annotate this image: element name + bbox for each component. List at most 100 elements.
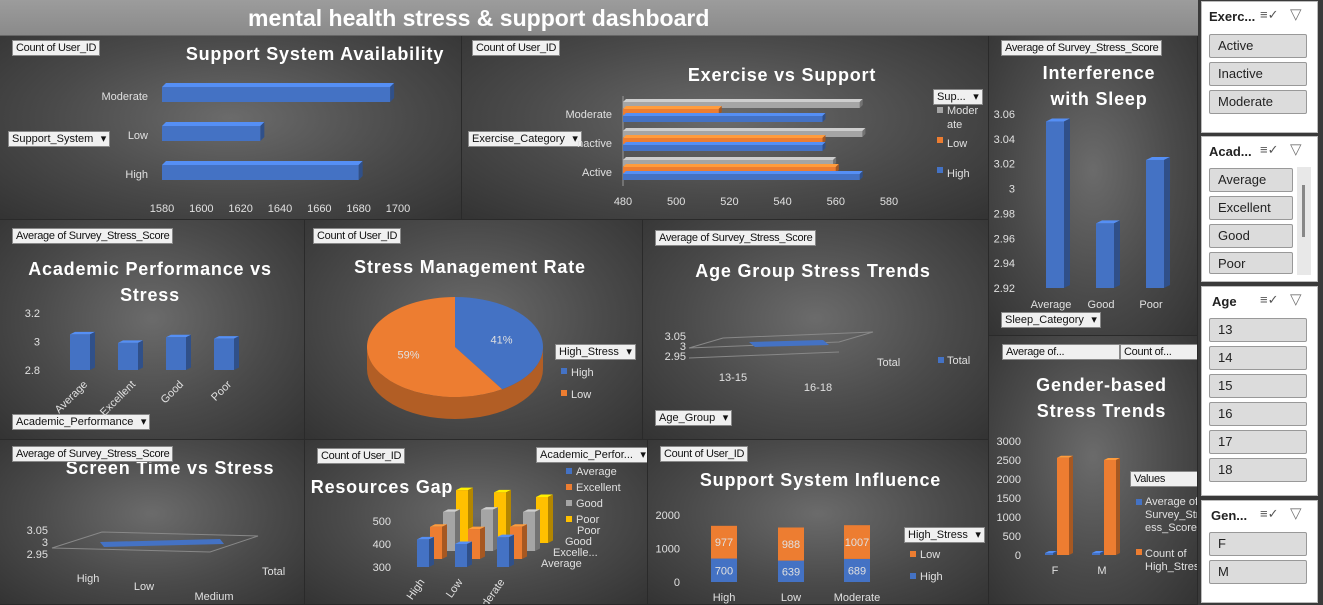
slicer-item[interactable]: Active xyxy=(1209,34,1307,58)
slicer-item[interactable]: 18 xyxy=(1209,458,1307,482)
clear-filter-icon[interactable]: ▽ xyxy=(1290,291,1302,308)
bar xyxy=(70,334,90,370)
bar xyxy=(1046,121,1064,288)
y-tick-label: 2500 xyxy=(997,455,1021,467)
data-label: 689 xyxy=(848,565,866,577)
bar-top xyxy=(162,122,265,126)
depth-axis-label: Good xyxy=(565,536,592,548)
y-tick-label: 2.92 xyxy=(994,283,1015,295)
bar-top xyxy=(623,171,863,174)
bar xyxy=(1096,223,1114,288)
field-tag[interactable]: Average of Survey_Stress_Score xyxy=(12,228,174,244)
bar-low xyxy=(844,525,870,559)
x-tick-label: 1680 xyxy=(346,203,370,215)
slicer-item[interactable]: Poor xyxy=(1209,252,1293,274)
multi-select-icon[interactable]: ≡✓ xyxy=(1260,506,1279,521)
slicer-item[interactable]: Good xyxy=(1209,224,1293,248)
slicer-item[interactable]: 16 xyxy=(1209,402,1307,426)
category-label: 16-18 xyxy=(804,382,832,394)
category-label: Low xyxy=(128,130,148,142)
panel-age-trends: Average of Survey_Stress_Score Age Group… xyxy=(643,220,989,440)
filter-dropdown[interactable]: Exercise_Category xyxy=(468,131,582,147)
field-tag[interactable]: Average of Survey_Stress_Score xyxy=(655,230,817,246)
bar-side xyxy=(822,113,826,122)
filter-dropdown[interactable]: Support_System xyxy=(8,131,111,147)
bar-side xyxy=(833,157,837,166)
y-tick-label: 2.8 xyxy=(25,365,40,377)
multi-select-icon[interactable]: ≡✓ xyxy=(1260,292,1279,307)
data-label: 639 xyxy=(782,566,800,578)
category-label: High xyxy=(77,573,100,585)
slicer-academic: Acad... ≡✓ ▽ Average Excellent Good Poor xyxy=(1201,136,1318,282)
slicer-item[interactable]: Average xyxy=(1209,168,1293,192)
legend-filter-dropdown[interactable]: High_Stress xyxy=(555,344,636,360)
field-tag[interactable]: Count of User_ID xyxy=(12,40,101,56)
bar-top xyxy=(523,509,540,512)
field-tag[interactable]: Count of User_ID xyxy=(660,446,749,462)
chart-title: Screen Time vs Stress xyxy=(65,458,275,478)
filter-dropdown[interactable]: Age_Group xyxy=(655,410,733,426)
legend-filter-dropdown[interactable]: Academic_Perfor... xyxy=(536,447,647,463)
bar-top xyxy=(214,336,239,339)
support-influence-chart: 2000 1000 0 700 977 High 639 988 Low 689 1007 Moder… xyxy=(656,510,943,604)
filter-dropdown[interactable]: Academic_Performance xyxy=(12,414,151,430)
multi-select-icon[interactable]: ≡✓ xyxy=(1260,142,1279,157)
legend-swatch xyxy=(938,357,944,363)
slicer-title: Exerc... xyxy=(1209,9,1256,24)
slicer-item[interactable]: Inactive xyxy=(1209,62,1307,86)
clear-filter-icon[interactable]: ▽ xyxy=(1290,505,1302,522)
y-tick-label: 2.94 xyxy=(994,258,1015,270)
slicer-item[interactable]: 14 xyxy=(1209,346,1307,370)
bar xyxy=(162,126,261,141)
y-tick-label: 1000 xyxy=(997,512,1021,524)
panel-screen-time: Screen Time vs Stress Average of Survey_… xyxy=(0,440,305,605)
field-tag[interactable]: Count of User_ID xyxy=(317,448,406,464)
category-label: Active xyxy=(582,167,612,179)
bar xyxy=(623,160,834,166)
slicer-item[interactable]: Moderate xyxy=(1209,90,1307,114)
field-tag-count[interactable]: Count of... xyxy=(1120,344,1197,360)
multi-select-icon[interactable]: ≡✓ xyxy=(1260,7,1279,22)
axis-line xyxy=(688,351,840,359)
legend-swatch xyxy=(1136,549,1142,555)
scrollbar-thumb[interactable] xyxy=(1302,185,1305,237)
chart-title: Age Group Stress Trends xyxy=(695,261,931,281)
y-tick-label: 3.06 xyxy=(994,109,1015,121)
legend-swatch xyxy=(566,500,572,506)
bar-side xyxy=(509,534,514,567)
slicer-item[interactable]: 17 xyxy=(1209,430,1307,454)
bar-side xyxy=(718,106,722,115)
bar-side xyxy=(506,489,511,543)
pie-slice xyxy=(367,297,503,397)
slicer-item[interactable]: Excellent xyxy=(1209,196,1293,220)
clear-filter-icon[interactable]: ▽ xyxy=(1290,6,1302,23)
field-tag[interactable]: Count of User_ID xyxy=(472,40,561,56)
category-label: High xyxy=(713,592,736,604)
chart-title: Academic Performance vs Stress xyxy=(28,259,272,305)
bar xyxy=(455,544,467,567)
legend-filter-dropdown[interactable]: High_Stress xyxy=(904,527,985,543)
slicer-item[interactable]: M xyxy=(1209,560,1307,584)
slicer-item[interactable]: F xyxy=(1209,532,1307,556)
legend-swatch xyxy=(937,167,943,173)
pie-depth xyxy=(367,347,543,419)
bar-side xyxy=(480,526,485,559)
field-tag[interactable]: Average of Survey_Stress_Score xyxy=(1001,40,1163,56)
clear-filter-icon[interactable]: ▽ xyxy=(1290,141,1302,158)
field-tag[interactable]: Count of User_ID xyxy=(313,228,402,244)
legend-swatch xyxy=(561,390,567,396)
legend-filter-dropdown[interactable]: Sup... xyxy=(933,89,983,105)
bar-high xyxy=(711,558,737,582)
y-tick-label: 3 xyxy=(680,341,686,353)
slicer-scrollbar[interactable] xyxy=(1297,167,1311,275)
panel-exercise-support: Count of User_ID Exercise vs Support Exe… xyxy=(462,36,989,220)
field-tag[interactable]: Average of Survey_Stress_Score xyxy=(12,446,174,462)
slicer-item[interactable]: 15 xyxy=(1209,374,1307,398)
legend-label: Low xyxy=(947,138,967,150)
slicer-item[interactable]: 13 xyxy=(1209,318,1307,342)
field-tag-average[interactable]: Average of... xyxy=(1002,344,1120,360)
bar xyxy=(623,145,823,151)
filter-dropdown[interactable]: Sleep_Category xyxy=(1001,312,1101,328)
panel-support-availability: Count of User_ID Support System Availabi… xyxy=(0,36,462,220)
y-tick-label: 1000 xyxy=(656,544,680,556)
